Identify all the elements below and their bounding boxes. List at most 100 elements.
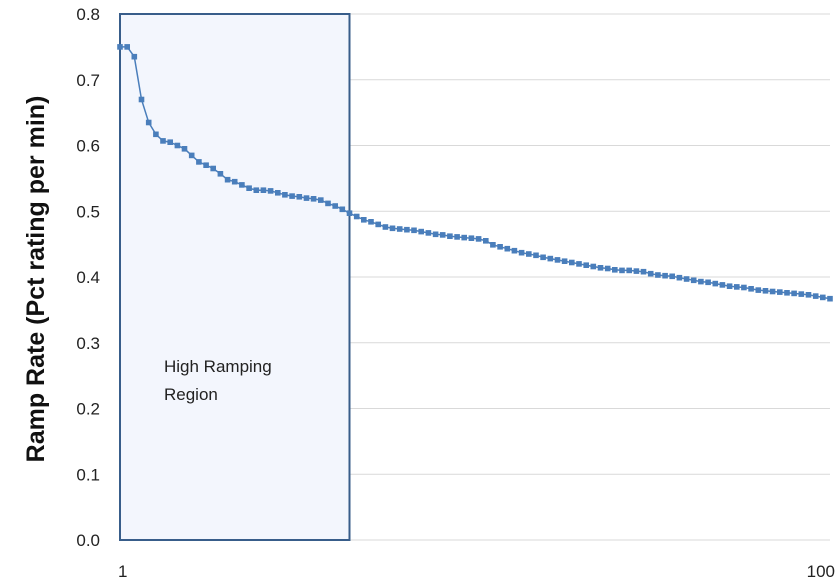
y-tick-label: 0.1 xyxy=(76,465,100,484)
x-axis-tick-labels: 1 100 xyxy=(118,562,835,581)
data-point xyxy=(196,159,202,165)
data-point xyxy=(411,227,417,234)
data-point xyxy=(483,238,489,244)
data-point xyxy=(432,231,439,238)
y-tick-label: 0.4 xyxy=(76,268,100,287)
data-point xyxy=(540,254,546,261)
data-point xyxy=(318,197,324,203)
y-tick-label: 0.7 xyxy=(76,71,100,90)
data-point xyxy=(418,228,424,235)
data-point xyxy=(339,206,346,213)
data-point xyxy=(504,245,511,252)
y-axis-label: Ramp Rate (Pct rating per min) xyxy=(22,96,50,463)
data-point xyxy=(425,230,432,236)
data-point xyxy=(812,293,819,299)
data-point xyxy=(289,193,295,199)
data-point xyxy=(461,234,467,241)
data-point xyxy=(246,185,252,191)
data-point xyxy=(705,279,711,286)
data-point xyxy=(267,188,274,194)
data-point xyxy=(447,233,453,239)
data-point xyxy=(604,265,611,272)
data-point xyxy=(698,278,704,285)
data-point xyxy=(734,284,740,290)
data-point xyxy=(741,284,747,291)
data-point xyxy=(167,139,173,145)
data-point xyxy=(518,249,525,256)
x-tick-label: 100 xyxy=(807,562,835,581)
data-point xyxy=(117,44,123,50)
data-point xyxy=(690,277,697,284)
data-point xyxy=(590,263,597,270)
data-point xyxy=(468,235,475,241)
data-point xyxy=(497,244,503,250)
data-point xyxy=(820,294,826,301)
y-tick-label: 0.5 xyxy=(76,202,100,221)
region-box xyxy=(119,13,351,541)
data-point xyxy=(145,119,152,126)
data-point xyxy=(353,213,360,220)
y-tick-label: 0.0 xyxy=(76,531,100,550)
data-point xyxy=(310,196,317,202)
data-point xyxy=(282,192,288,198)
data-point xyxy=(475,236,482,242)
series-line xyxy=(117,44,833,302)
data-point xyxy=(683,276,690,282)
data-point xyxy=(361,217,367,223)
data-point xyxy=(619,267,625,274)
data-point xyxy=(153,131,159,138)
y-axis-tick-labels: 0.0 0.1 0.2 0.3 0.4 0.5 0.6 0.7 0.8 xyxy=(76,5,100,550)
data-point xyxy=(633,268,640,274)
data-point xyxy=(124,44,130,50)
data-point xyxy=(762,288,769,294)
high-ramping-region xyxy=(119,13,351,541)
data-point xyxy=(755,287,762,293)
data-point xyxy=(346,210,353,216)
data-point xyxy=(576,261,582,267)
data-point xyxy=(303,195,310,201)
data-point xyxy=(296,194,303,200)
data-point xyxy=(791,290,797,297)
data-point xyxy=(131,53,138,60)
data-point xyxy=(777,289,783,295)
data-point xyxy=(203,162,209,168)
data-point xyxy=(748,286,754,292)
data-point xyxy=(798,291,805,297)
data-point xyxy=(404,226,410,233)
data-point xyxy=(511,247,518,254)
annotation-line-0: High Ramping xyxy=(164,357,272,376)
region-annotation: High Ramping Region xyxy=(164,357,272,404)
data-point xyxy=(569,259,575,266)
data-point xyxy=(647,270,654,277)
data-point xyxy=(368,219,374,225)
data-point xyxy=(554,257,561,263)
data-point xyxy=(210,165,216,172)
x-tick-label: 1 xyxy=(118,562,127,581)
data-point xyxy=(490,242,496,248)
data-point xyxy=(612,267,618,273)
data-point xyxy=(640,268,647,275)
data-point xyxy=(669,273,675,280)
data-point xyxy=(375,221,381,228)
data-point xyxy=(547,255,554,262)
data-point xyxy=(224,176,231,183)
y-tick-label: 0.3 xyxy=(76,334,100,353)
data-point xyxy=(275,190,281,196)
data-point xyxy=(181,146,188,152)
data-point xyxy=(239,182,245,188)
data-point xyxy=(626,267,632,274)
data-point xyxy=(719,282,726,288)
data-point xyxy=(231,178,238,185)
data-point xyxy=(655,272,661,278)
data-point xyxy=(726,283,733,289)
data-point xyxy=(533,252,539,259)
data-point xyxy=(253,187,260,193)
data-point xyxy=(396,226,403,232)
data-point xyxy=(805,292,812,298)
data-point xyxy=(325,200,331,207)
data-point xyxy=(526,251,532,257)
data-point xyxy=(160,138,166,144)
data-point xyxy=(784,290,790,296)
y-tick-label: 0.8 xyxy=(76,5,100,24)
annotation-line-1: Region xyxy=(164,385,218,404)
